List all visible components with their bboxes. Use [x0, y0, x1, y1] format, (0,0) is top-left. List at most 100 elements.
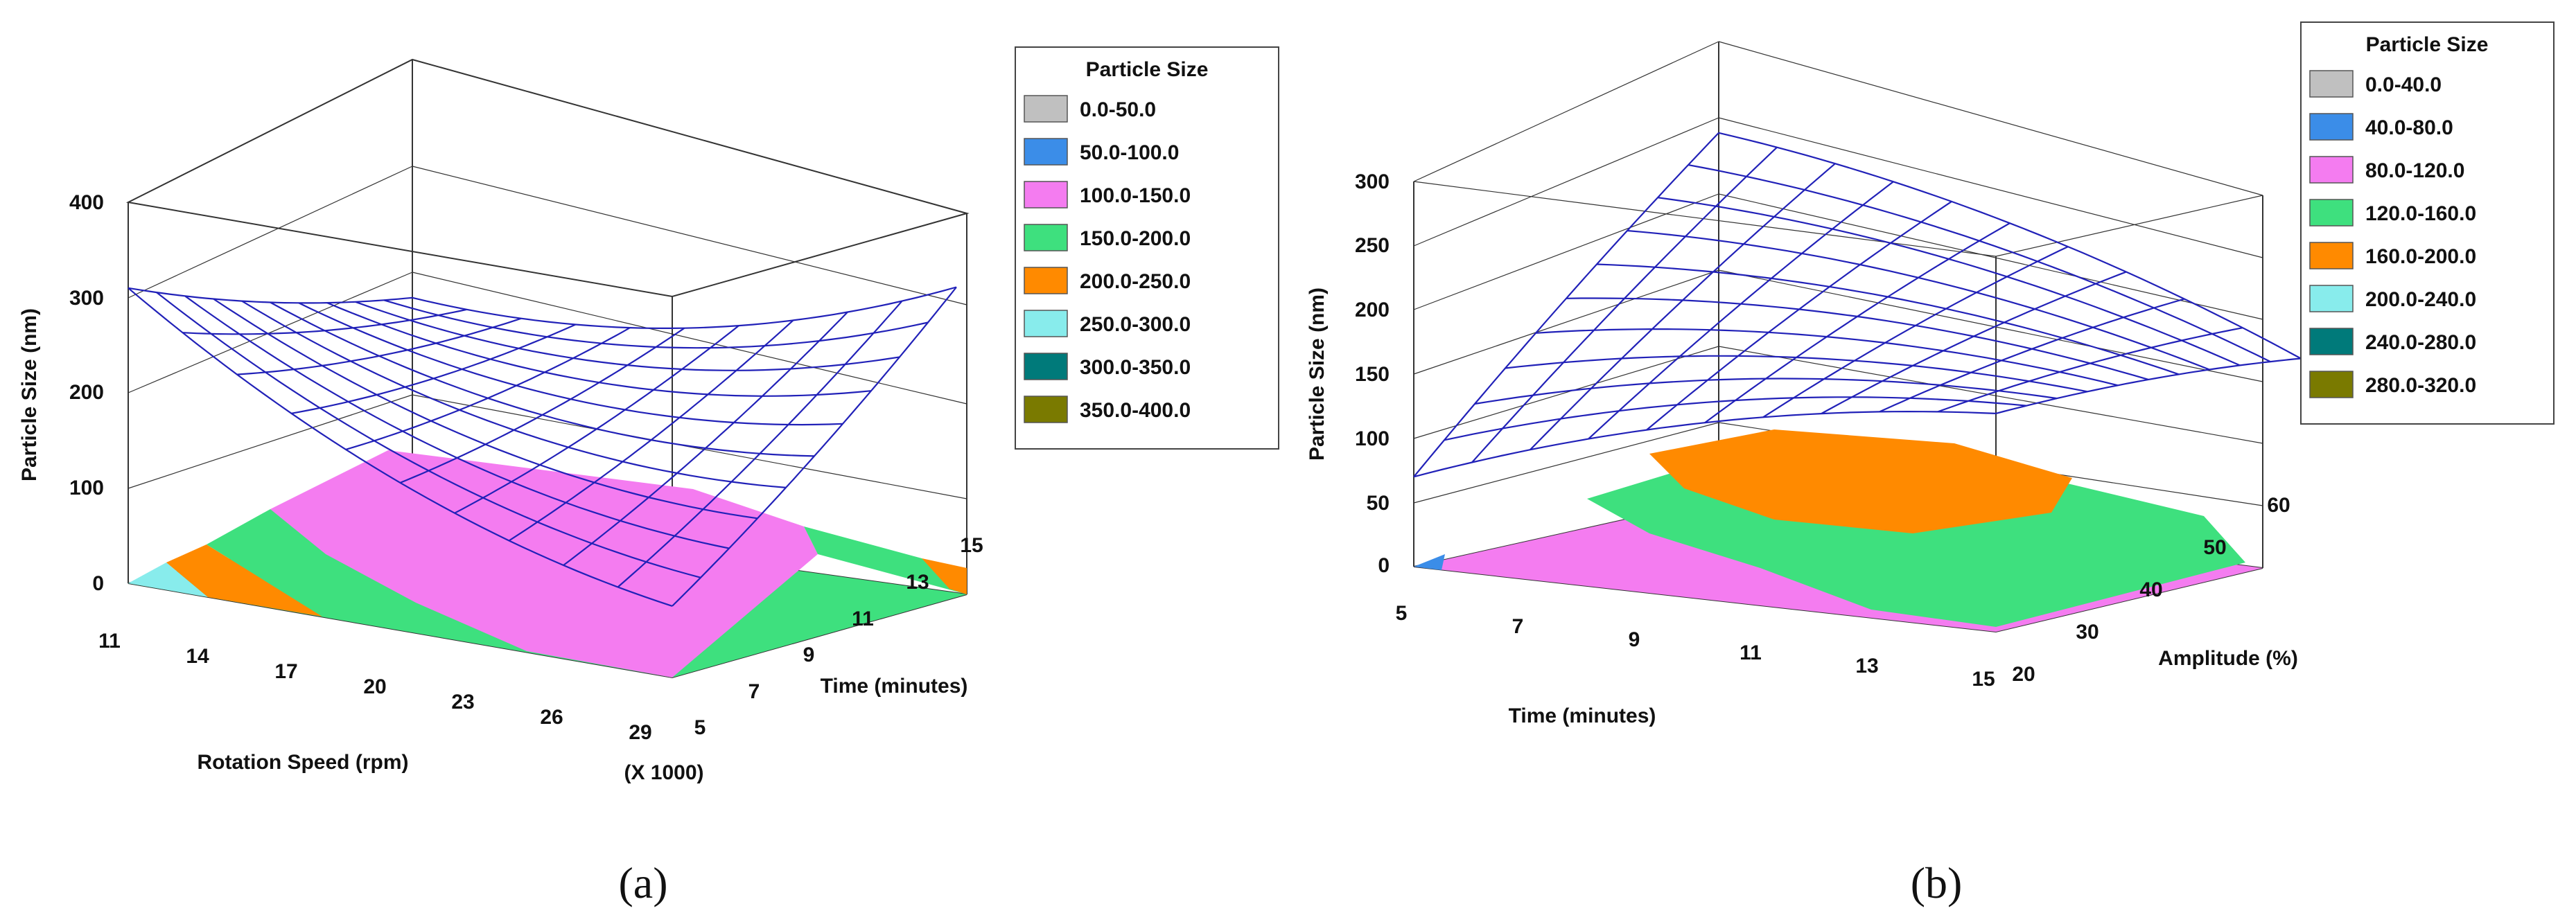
panel-a-y-tick: 15: [960, 534, 983, 557]
panel-b-legend-swatch: [2309, 199, 2354, 227]
panel-b-frame: [1413, 41, 2263, 633]
panel-b-y-tick: 40: [2139, 578, 2162, 601]
panel-a-y-axis: 5 7 9 11 13 15 Time (minutes): [694, 534, 983, 739]
panel-b-z-axis: 0 50 100 150 200 250 300 Particle Size (…: [1306, 170, 1390, 577]
panel-a-legend-label: 100.0-150.0: [1080, 184, 1191, 207]
panel-b-legend-items: 0.0-40.0 40.0-80.0 80.0-120.0 120.0-160.0 16…: [2309, 70, 2476, 398]
panel-a-legend-title: Particle Size: [1086, 58, 1209, 81]
panel-a-legend-swatch: [1024, 310, 1068, 337]
panel-a-z-tick: 400: [69, 191, 104, 214]
panel-a-legend-swatch: [1024, 181, 1068, 209]
panel-a-floor-cyan: [128, 562, 208, 597]
panel-b-z-tick: 150: [1355, 363, 1390, 386]
panel-a-y-tick: 13: [906, 571, 929, 594]
panel-b-y-axis: 20 30 40 50 60 Amplitude (%): [2012, 494, 2298, 686]
panel-a-legend-label: 300.0-350.0: [1080, 356, 1191, 379]
mesh-line: [1937, 327, 2243, 413]
panel-a-x-tick: 23: [451, 691, 474, 713]
panel-a-floor-orange: [166, 544, 322, 617]
mesh-line: [1530, 163, 1836, 450]
mesh-line: [412, 286, 957, 329]
mesh-line: [156, 292, 701, 578]
panel-b-legend-label: 200.0-240.0: [2365, 288, 2476, 311]
panel-b-y-tick: 20: [2012, 663, 2035, 686]
panel-a-legend-swatch: [1024, 267, 1068, 294]
panel-b-x-tick: 7: [1512, 615, 1524, 638]
panel-a-floor-green-3: [804, 526, 967, 594]
mesh-line: [213, 298, 758, 520]
mesh-line: [1444, 396, 2027, 441]
panel-b-legend-swatch: [2309, 113, 2354, 141]
panel-a-z-axis: 0 100 200 300 400 Particle Size (nm): [18, 191, 104, 595]
panel-a-x-tick: 26: [540, 706, 563, 729]
panel-a-legend-swatch: [1024, 224, 1068, 251]
panel-b-legend-swatch: [2309, 328, 2354, 355]
mesh-line: [298, 302, 843, 426]
mesh-line: [1704, 222, 2010, 424]
mesh-line: [383, 299, 929, 349]
panel-b-z-tick: 0: [1378, 554, 1390, 577]
panel-b-x-tick: 11: [1740, 641, 1762, 664]
panel-b-y-tick: 60: [2267, 494, 2290, 517]
panel-a-legend-label: 0.0-50.0: [1080, 98, 1156, 121]
panel-a-y-tick: 5: [694, 716, 706, 739]
panel-b-x-label: Time (minutes): [1509, 704, 1656, 727]
panel-a: 0 100 200 300 400 Particle Size (nm) 11 …: [18, 46, 1279, 907]
mesh-line: [1657, 197, 2241, 366]
panel-b-legend-swatch: [2309, 371, 2354, 398]
panel-b-z-tick: 300: [1355, 170, 1390, 193]
mesh-line: [1535, 328, 2119, 387]
panel-b-z-tick: 100: [1355, 427, 1390, 450]
panel-b-legend-swatch: [2309, 285, 2354, 312]
panel-a-caption: (a): [618, 858, 667, 907]
mesh-line: [1762, 246, 2069, 418]
panel-b-legend-label: 120.0-160.0: [2365, 202, 2476, 225]
panel-b-legend-swatch: [2309, 70, 2354, 98]
panel-a-z-tick: 0: [92, 572, 104, 595]
panel-a-legend-label: 350.0-400.0: [1080, 399, 1191, 422]
panel-a-legend-label: 250.0-300.0: [1080, 313, 1191, 336]
mesh-line: [1505, 355, 2088, 393]
panel-a-legend-swatch: [1024, 95, 1068, 123]
panel-a-z-tick: 100: [69, 477, 104, 499]
panel-a-y-tick: 11: [852, 608, 874, 630]
mesh-line: [1566, 297, 2149, 380]
mesh-line: [1688, 164, 2271, 363]
panel-a-y-label: Time (minutes): [821, 675, 968, 698]
mesh-line: [241, 300, 787, 488]
panel-b-z-label: Particle Size (nm): [1306, 287, 1329, 461]
mesh-line: [1646, 200, 1952, 431]
panel-b-caption: (b): [1911, 858, 1963, 907]
mesh-line: [1718, 132, 2302, 360]
mesh-line: [326, 302, 872, 397]
panel-b-legend-label: 80.0-120.0: [2365, 159, 2464, 182]
panel-a-x-tick: 11: [98, 630, 121, 653]
panel-b-legend-label: 280.0-320.0: [2365, 374, 2476, 397]
panel-b-surface-mesh: [1413, 132, 2302, 478]
panel-a-x-axis: 11 14 17 20 23 26 29 Rotation Speed (rpm…: [98, 630, 703, 784]
panel-a-legend-swatch: [1024, 138, 1068, 166]
panel-a-contour: [128, 450, 967, 677]
panel-b-legend-label: 160.0-200.0: [2365, 245, 2476, 268]
panel-a-surface-mesh: [128, 286, 957, 607]
panel-a-y-tick: 9: [803, 644, 815, 666]
panel-a-x-tick: 20: [363, 675, 386, 698]
panel-a-legend-swatch: [1024, 353, 1068, 380]
panel-b-z-tick: 50: [1367, 492, 1390, 515]
mesh-line: [1474, 378, 2058, 405]
panel-b-legend-swatch: [2309, 242, 2354, 269]
panel-a-legend-items: 0.0-50.0 50.0-100.0 100.0-150.0 150.0-200.0…: [1024, 95, 1191, 423]
mesh-line: [128, 287, 673, 607]
panel-b: 0 50 100 150 200 250 300 Particle Size (…: [1306, 21, 2555, 907]
panel-b-legend-label: 240.0-280.0: [2365, 331, 2476, 354]
panel-a-x-tick: 29: [629, 721, 651, 744]
panel-b-y-tick: 50: [2203, 536, 2226, 559]
mesh-line: [355, 301, 900, 371]
panel-a-legend-label: 50.0-100.0: [1080, 141, 1179, 164]
panel-a-legend-label: 150.0-200.0: [1080, 227, 1191, 250]
panel-a-y-tick: 7: [748, 680, 760, 703]
panel-b-x-tick: 13: [1855, 655, 1878, 677]
panel-b-legend-label: 40.0-80.0: [2365, 116, 2453, 139]
panel-b-contour: [1414, 429, 2263, 632]
